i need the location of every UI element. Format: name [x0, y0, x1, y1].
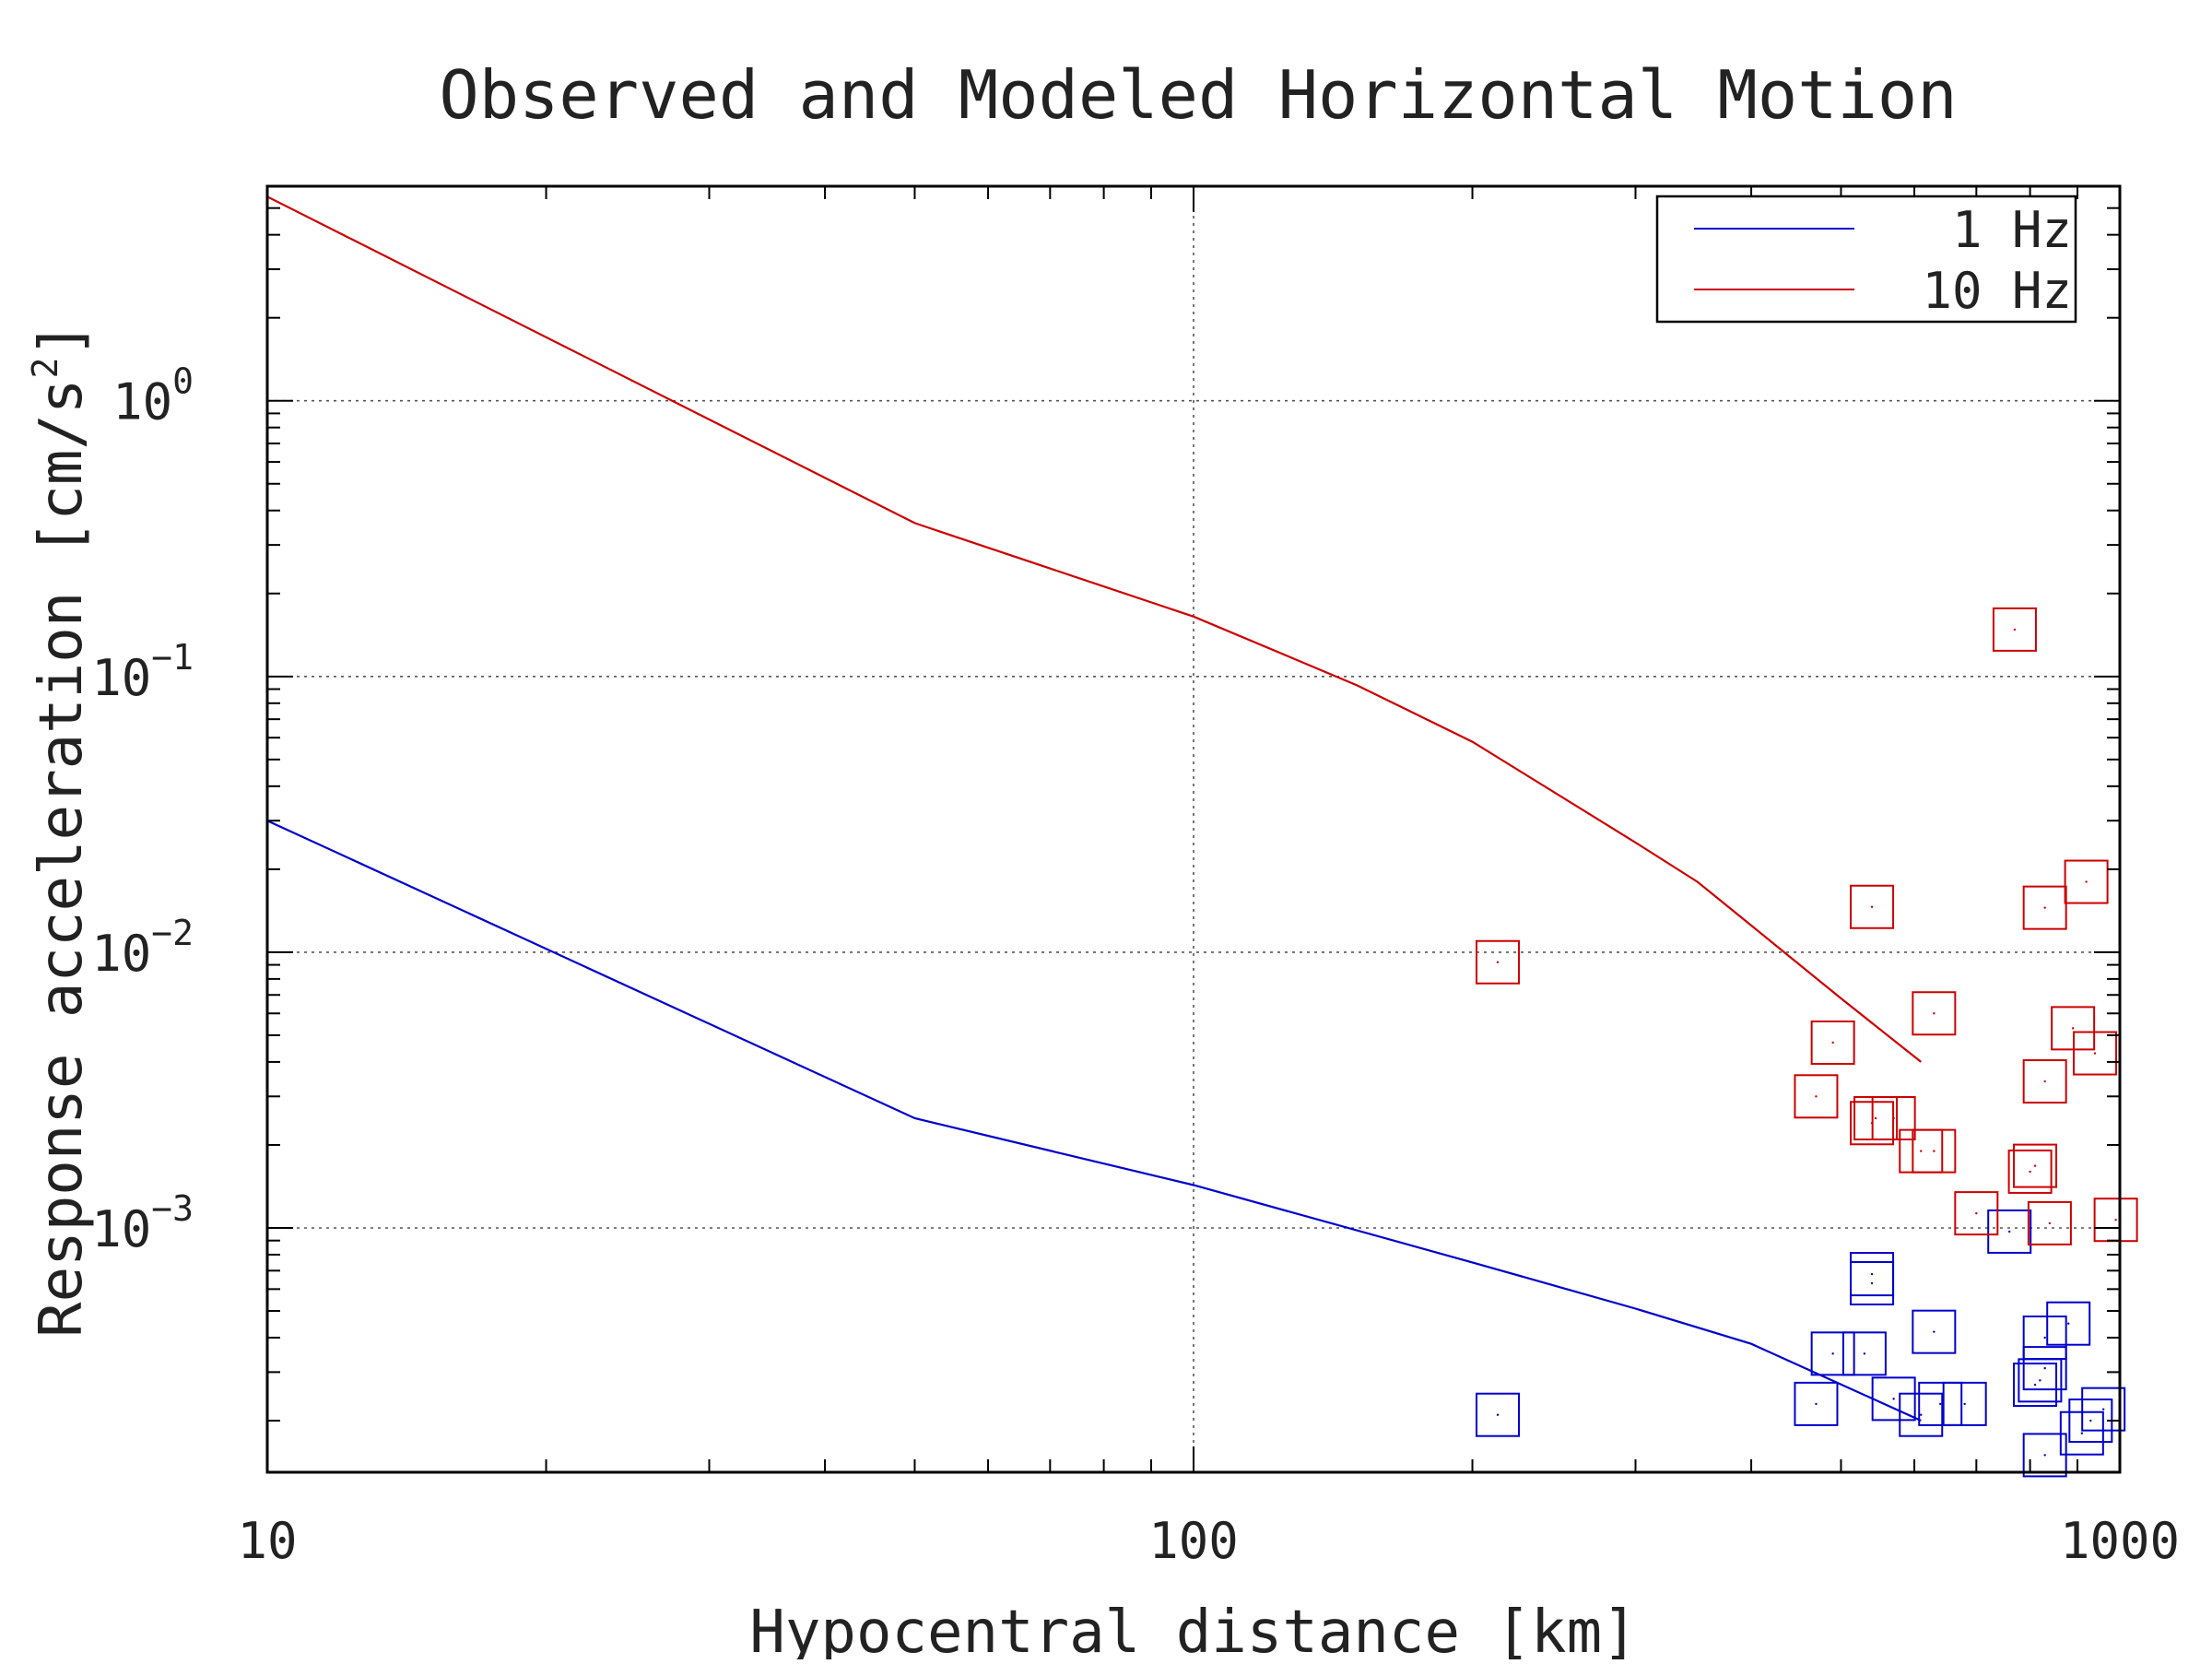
y-tick-label: 10−2 — [91, 913, 194, 983]
observed-point-1hz — [2046, 1301, 2091, 1346]
observed-point-center-10hz — [1933, 1012, 1936, 1015]
x-tick-label: 1000 — [2060, 1512, 2180, 1570]
y-axis-label-close: ] — [28, 322, 96, 358]
grid-layer — [267, 186, 2120, 1472]
legend-label-1hz: 1 Hz — [1952, 201, 2072, 259]
observed-point-center-10hz — [2033, 1164, 2037, 1167]
observed-point-center-1hz — [2043, 1336, 2046, 1339]
y-tick-label: 10−3 — [91, 1188, 194, 1258]
observed-point-center-1hz — [1815, 1402, 1818, 1406]
observed-point-10hz — [2007, 1149, 2053, 1194]
observed-point-10hz — [1810, 1020, 1855, 1065]
observed-point-center-10hz — [1933, 1150, 1936, 1152]
x-tick-label: 100 — [1148, 1512, 1239, 1570]
observed-point-1hz — [1871, 1376, 1916, 1422]
observed-point-1hz — [2081, 1387, 2126, 1432]
observed-point-center-10hz — [1831, 1041, 1834, 1044]
observed-point-center-10hz — [2114, 1219, 2117, 1221]
observed-point-center-1hz — [1933, 1330, 1936, 1333]
observed-point-1hz — [2013, 1363, 2058, 1408]
observed-point-1hz — [1841, 1331, 1887, 1376]
observed-point-center-10hz — [2029, 1170, 2031, 1174]
observed-point-center-1hz — [2039, 1379, 2041, 1382]
observed-point-10hz — [1850, 884, 1895, 929]
observed-point-10hz — [2022, 1059, 2067, 1104]
observed-point-10hz — [2013, 1143, 2058, 1188]
observed-point-10hz — [1992, 607, 2037, 652]
observed-point-center-1hz — [1939, 1402, 1942, 1406]
observed-point-center-10hz — [2013, 628, 2017, 631]
observed-point-center-10hz — [2043, 906, 2046, 909]
observed-point-center-10hz — [1920, 1150, 1923, 1152]
observed-point-1hz — [1794, 1381, 1839, 1426]
model-line-10hz — [266, 195, 1922, 1063]
observed-point-center-10hz — [1815, 1095, 1818, 1098]
observed-point-center-10hz — [2048, 1221, 2052, 1225]
observed-point-center-1hz — [2008, 1230, 2011, 1233]
x-tick-labels: 10 100 1000 — [237, 1512, 2180, 1570]
observed-point-10hz — [2027, 1200, 2072, 1245]
observed-point-center-10hz — [1975, 1211, 1978, 1215]
observed-point-center-1hz — [1870, 1281, 1874, 1285]
y-tick-label: 10−1 — [91, 637, 194, 707]
observed-point-1hz — [1912, 1309, 1957, 1354]
observed-point-1hz — [1810, 1331, 1855, 1376]
observed-point-center-1hz — [1496, 1413, 1500, 1416]
observed-point-10hz — [1912, 991, 1957, 1036]
observed-point-center-1hz — [2080, 1432, 2084, 1434]
observed-point-center-1hz — [1920, 1413, 1923, 1416]
y-tick-labels: 100 10−1 10−2 10−3 — [91, 361, 194, 1258]
observed-point-center-1hz — [1892, 1398, 1895, 1400]
observed-point-center-10hz — [1870, 905, 1874, 908]
series-layer — [266, 195, 2138, 1478]
legend-box — [1655, 195, 2077, 324]
y-axis-label-sup: 2 — [25, 358, 65, 379]
x-tick-label: 10 — [237, 1512, 297, 1570]
plot-frame — [265, 184, 2122, 1474]
observed-point-center-10hz — [1496, 961, 1500, 963]
observed-point-1hz — [1476, 1392, 1521, 1437]
observed-point-center-10hz — [2071, 1027, 2075, 1030]
observed-point-10hz — [1954, 1191, 1999, 1236]
observed-point-1hz — [1899, 1392, 1944, 1437]
observed-point-center-1hz — [2089, 1419, 2092, 1422]
observed-point-1hz — [1918, 1381, 1963, 1426]
observed-point-10hz — [1794, 1074, 1839, 1119]
observed-point-center-1hz — [1831, 1352, 1834, 1355]
observed-point-center-10hz — [2043, 1080, 2046, 1083]
observed-point-1hz — [1850, 1261, 1895, 1306]
observed-point-center-10hz — [2085, 880, 2088, 883]
y-axis-label-main: Response acceleration [cm/s — [28, 379, 96, 1338]
observed-point-10hz — [2064, 859, 2109, 904]
chart-title: Observed and Modeled Horizontal Motion — [439, 56, 1957, 134]
observed-point-center-10hz — [1874, 1116, 1877, 1120]
model-line-1hz — [266, 820, 1922, 1422]
observed-point-1hz — [1942, 1381, 1987, 1426]
observed-point-center-1hz — [1863, 1352, 1866, 1355]
observed-point-10hz — [1871, 1095, 1916, 1140]
observed-point-10hz — [2072, 1031, 2117, 1076]
observed-point-1hz — [1987, 1209, 2032, 1254]
observed-point-center-10hz — [1892, 1116, 1895, 1120]
y-axis-label: Response acceleration [cm/s2] — [25, 322, 96, 1338]
observed-point-center-1hz — [2043, 1454, 2046, 1457]
legend: 1 Hz 10 Hz — [1655, 195, 2077, 324]
observed-point-center-1hz — [2043, 1366, 2046, 1370]
observed-point-center-1hz — [2067, 1322, 2070, 1325]
observed-point-10hz — [1476, 939, 1521, 985]
observed-point-10hz — [2022, 885, 2067, 930]
observed-point-center-1hz — [1870, 1272, 1874, 1276]
observed-point-10hz — [1912, 1128, 1957, 1174]
observed-point-1hz — [2022, 1346, 2067, 1391]
observed-point-1hz — [2022, 1316, 2067, 1361]
observed-point-center-1hz — [2033, 1383, 2037, 1387]
legend-label-10hz: 10 Hz — [1922, 262, 2072, 320]
x-axis-label: Hypocentral distance [km] — [749, 1599, 1637, 1659]
observed-point-center-1hz — [2101, 1408, 2105, 1410]
y-tick-label: 100 — [112, 361, 194, 431]
observed-point-center-10hz — [2093, 1052, 2097, 1055]
observed-point-center-1hz — [1963, 1402, 1966, 1406]
